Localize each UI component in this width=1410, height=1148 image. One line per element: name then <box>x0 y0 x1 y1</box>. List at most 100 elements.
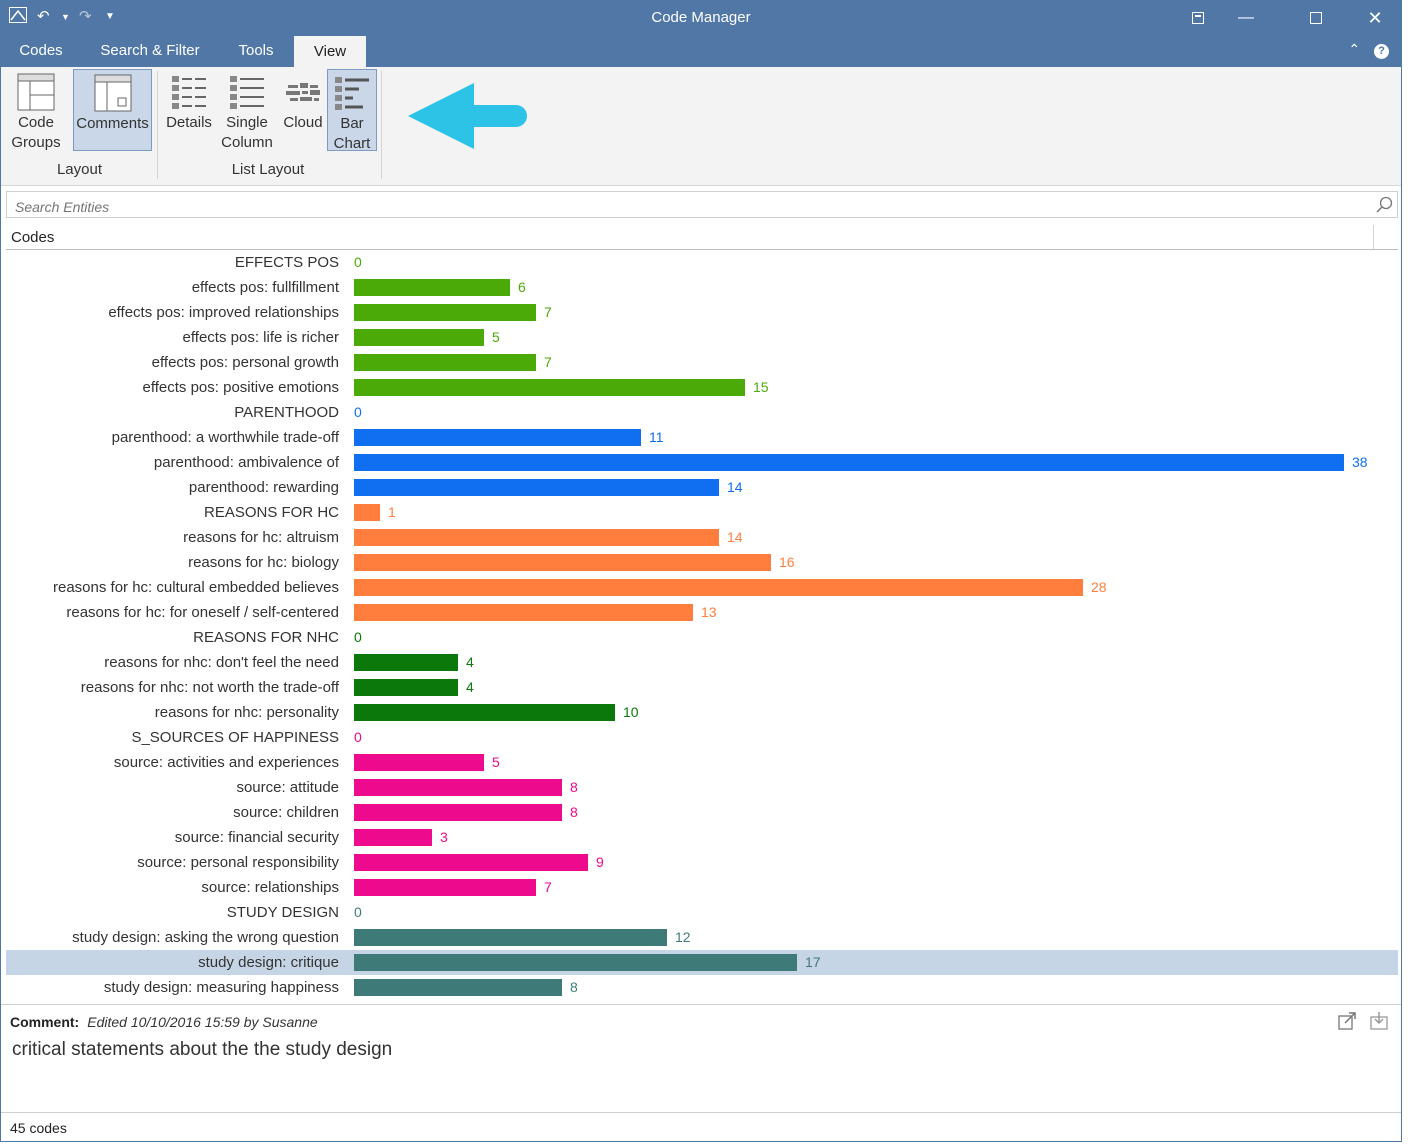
code-count-label: 5 <box>492 754 500 770</box>
code-label: study design: critique <box>198 954 339 971</box>
code-row[interactable]: reasons for hc: biology 16 <box>6 550 1398 575</box>
code-row[interactable]: REASONS FOR HC 1 <box>6 500 1398 525</box>
code-count-label: 15 <box>753 379 769 395</box>
comments-button[interactable]: Comments <box>73 69 152 151</box>
code-count-label: 8 <box>570 979 578 995</box>
code-count-label: 4 <box>466 679 474 695</box>
code-row[interactable]: effects pos: fullfillment 6 <box>6 275 1398 300</box>
code-label: effects pos: positive emotions <box>142 379 340 396</box>
details-label: Details <box>166 114 212 131</box>
ribbon: Code Groups Comments Layout Details <box>1 67 1401 186</box>
code-bar <box>354 854 588 871</box>
code-bar <box>354 604 693 621</box>
code-label: source: financial security <box>174 829 339 846</box>
code-label: EFFECTS POS <box>234 254 339 271</box>
collapse-ribbon-icon[interactable]: ⌃ <box>1348 41 1361 57</box>
code-row[interactable]: PARENTHOOD 0 <box>6 400 1398 425</box>
bar-chart-label-1: Bar <box>340 115 364 132</box>
code-row[interactable]: effects pos: personal growth 7 <box>6 350 1398 375</box>
code-row[interactable]: study design: critique 17 <box>6 950 1398 975</box>
code-row[interactable]: parenthood: a worthwhile trade-off 11 <box>6 425 1398 450</box>
code-row[interactable]: source: relationships 7 <box>6 875 1398 900</box>
code-row[interactable]: source: personal responsibility 9 <box>6 850 1398 875</box>
code-count-label: 13 <box>701 604 717 620</box>
tab-view[interactable]: View <box>294 36 366 67</box>
tab-search-filter[interactable]: Search & Filter <box>100 42 200 59</box>
code-row[interactable]: study design: measuring happiness 8 <box>6 975 1398 1000</box>
comments-layout-icon <box>94 74 131 112</box>
quick-access-dropdown-icon[interactable]: ▼ <box>105 11 115 22</box>
maximize-button[interactable] <box>1296 5 1336 31</box>
restore-ribbon-icon[interactable] <box>1178 5 1218 31</box>
comment-text[interactable]: critical statements about the the study … <box>12 1039 393 1060</box>
comment-label: Comment: <box>10 1014 80 1030</box>
code-row[interactable]: reasons for hc: cultural embedded believ… <box>6 575 1398 600</box>
tab-codes[interactable]: Codes <box>19 42 63 59</box>
open-external-icon[interactable] <box>1337 1011 1357 1031</box>
code-groups-label-1: Code <box>18 114 54 131</box>
code-bar <box>354 279 510 296</box>
minimize-button[interactable]: — <box>1238 9 1254 26</box>
code-count-label: 14 <box>727 529 743 545</box>
code-row[interactable]: parenthood: ambivalence of 38 <box>6 450 1398 475</box>
comment-meta: Edited 10/10/2016 15:59 by Susanne <box>87 1014 318 1030</box>
codes-column-header[interactable]: Codes <box>6 225 1398 250</box>
code-label: source: personal responsibility <box>137 854 339 871</box>
code-row[interactable]: effects pos: positive emotions 15 <box>6 375 1398 400</box>
undo-dropdown-icon[interactable]: ▼ <box>61 12 70 22</box>
code-row[interactable]: STUDY DESIGN 0 <box>6 900 1398 925</box>
code-label: study design: asking the wrong question <box>72 929 339 946</box>
code-count-label: 16 <box>779 554 795 570</box>
undo-icon[interactable]: ↶ <box>37 8 50 25</box>
help-icon[interactable]: ? <box>1374 44 1389 59</box>
bar-chart-button[interactable]: Bar Chart <box>327 69 377 152</box>
code-row[interactable]: parenthood: rewarding 14 <box>6 475 1398 500</box>
code-row[interactable]: effects pos: life is richer 5 <box>6 325 1398 350</box>
code-row[interactable]: reasons for nhc: personality 10 <box>6 700 1398 725</box>
code-row[interactable]: S_SOURCES OF HAPPINESS 0 <box>6 725 1398 750</box>
details-button[interactable]: Details <box>163 69 215 151</box>
code-bar <box>354 704 615 721</box>
close-button[interactable]: ✕ <box>1367 8 1383 28</box>
code-label: source: children <box>233 804 339 821</box>
code-label: reasons for hc: biology <box>188 554 339 571</box>
code-row[interactable]: source: activities and experiences 5 <box>6 750 1398 775</box>
code-row[interactable]: REASONS FOR NHC 0 <box>6 625 1398 650</box>
code-bar <box>354 954 797 971</box>
single-column-button[interactable]: Single Column <box>219 69 275 151</box>
code-count-label: 14 <box>727 479 743 495</box>
code-label: reasons for hc: cultural embedded believ… <box>53 579 339 596</box>
code-row[interactable]: source: attitude 8 <box>6 775 1398 800</box>
code-row[interactable]: EFFECTS POS 0 <box>6 250 1398 275</box>
search-icon[interactable] <box>1376 196 1393 213</box>
code-count-label: 8 <box>570 804 578 820</box>
single-column-icon <box>230 76 264 109</box>
code-count-label: 0 <box>354 904 362 920</box>
code-row[interactable]: reasons for hc: altruism 14 <box>6 525 1398 550</box>
code-row[interactable]: reasons for hc: for oneself / self-cente… <box>6 600 1398 625</box>
code-groups-button[interactable]: Code Groups <box>7 69 65 151</box>
status-bar: 45 codes <box>1 1112 1401 1141</box>
code-count-label: 10 <box>623 704 639 720</box>
redo-icon[interactable]: ↷ <box>79 8 92 25</box>
code-row[interactable]: effects pos: improved relationships 7 <box>6 300 1398 325</box>
code-bar <box>354 554 771 571</box>
save-comment-icon[interactable] <box>1369 1011 1389 1031</box>
code-bar <box>354 754 484 771</box>
code-row[interactable]: study design: asking the wrong question 1… <box>6 925 1398 950</box>
search-input[interactable] <box>13 198 1317 216</box>
code-bar <box>354 479 719 496</box>
code-row[interactable]: reasons for nhc: not worth the trade-off… <box>6 675 1398 700</box>
code-row[interactable]: reasons for nhc: don't feel the need 4 <box>6 650 1398 675</box>
code-label: effects pos: improved relationships <box>108 304 339 321</box>
code-row[interactable]: source: children 8 <box>6 800 1398 825</box>
single-column-label-2: Column <box>221 134 273 151</box>
code-count-label: 7 <box>544 879 552 895</box>
arrow-left-icon <box>408 83 527 149</box>
cloud-button[interactable]: Cloud <box>279 69 327 151</box>
code-bar <box>354 529 719 546</box>
code-label: study design: measuring happiness <box>103 979 339 996</box>
code-row[interactable]: source: financial security 3 <box>6 825 1398 850</box>
tab-tools[interactable]: Tools <box>238 42 274 59</box>
code-label: REASONS FOR HC <box>203 504 339 521</box>
